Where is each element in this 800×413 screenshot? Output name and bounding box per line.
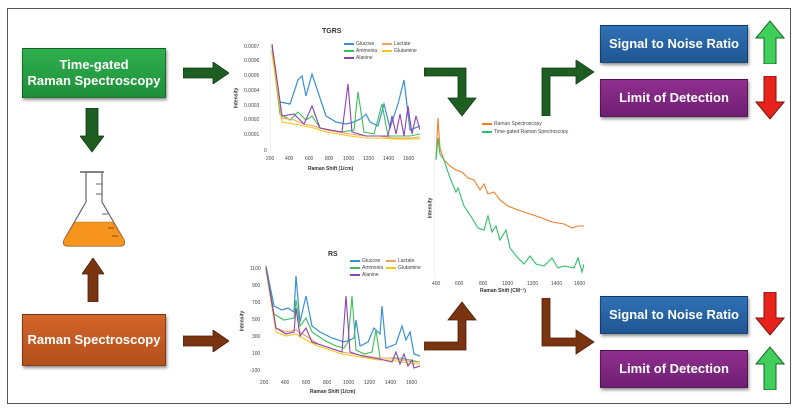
arrow-down-red-icon <box>755 76 785 120</box>
arrow-up-brown-icon <box>82 258 104 302</box>
rs-chart-title: RS <box>328 251 338 258</box>
lod-box-top: Limit of Detection <box>600 79 748 117</box>
rs-legend-lactate: Lactate <box>386 258 414 264</box>
tgrs-label-line1: Time-gated <box>59 57 129 72</box>
rs-xlabel: Raman Shift (1/cm) <box>310 389 356 395</box>
arrow-up-green-icon <box>755 346 785 390</box>
tgrs-legend-glucose: Glucose <box>344 41 374 47</box>
arrow-down-green-icon <box>80 108 104 153</box>
lod-box-bottom: Limit of Detection <box>600 350 748 388</box>
tgrs-legend-alanine: Alanine <box>344 55 373 61</box>
arrow-elbow-up-brown-icon <box>424 301 477 351</box>
tgrs-legend-ammonia: Ammonia <box>344 48 377 54</box>
tgrs-chart-title: TGRS <box>322 28 342 35</box>
arrow-elbow-right-green-icon <box>541 60 595 116</box>
arrow-up-green-icon <box>755 20 785 64</box>
compare-legend-tgrs: Time-gated Raman Spectroscopy <box>482 129 568 135</box>
compare-xlabel: Raman Shift (CM⁻¹) <box>480 288 526 294</box>
arrow-elbow-right-brown-icon <box>541 298 595 355</box>
rs-label: Raman Spectroscopy <box>27 332 161 347</box>
snr-box-top: Signal to Noise Ratio <box>600 25 748 63</box>
rs-legend-alanine: Alanine <box>350 272 379 278</box>
arrow-elbow-down-green-icon <box>424 67 477 117</box>
tgrs-box: Time-gated Raman Spectroscopy <box>22 48 166 98</box>
rs-legend-glutamine: Glutamine <box>386 265 421 271</box>
rs-legend-glucose: Glucose <box>350 258 380 264</box>
flask-icon <box>62 171 126 247</box>
arrow-right-green-icon <box>183 62 229 84</box>
compare-chart-plot <box>434 118 584 278</box>
tgrs-xlabel: Raman Shift (1/cm) <box>308 166 354 172</box>
tgrs-ylabel: Intensity <box>233 87 240 109</box>
compare-ylabel: Intensity <box>427 197 434 219</box>
tgrs-label-line2: Raman Spectroscopy <box>27 73 161 88</box>
tgrs-legend-lactate: Lactate <box>382 41 410 47</box>
rs-chart-plot <box>265 266 420 369</box>
compare-legend-rs: Raman Spectroscopy <box>482 121 542 127</box>
tgrs-legend-glutamine: Glutamine <box>382 48 417 54</box>
tgrs-chart-plot <box>270 44 420 150</box>
arrow-right-brown-icon <box>183 330 229 352</box>
rs-ylabel: Intensity <box>239 310 246 332</box>
rs-legend-ammonia: Ammonia <box>350 265 383 271</box>
arrow-down-red-icon <box>755 292 785 336</box>
rs-box: Raman Spectroscopy <box>22 314 166 366</box>
snr-box-bottom: Signal to Noise Ratio <box>600 296 748 334</box>
